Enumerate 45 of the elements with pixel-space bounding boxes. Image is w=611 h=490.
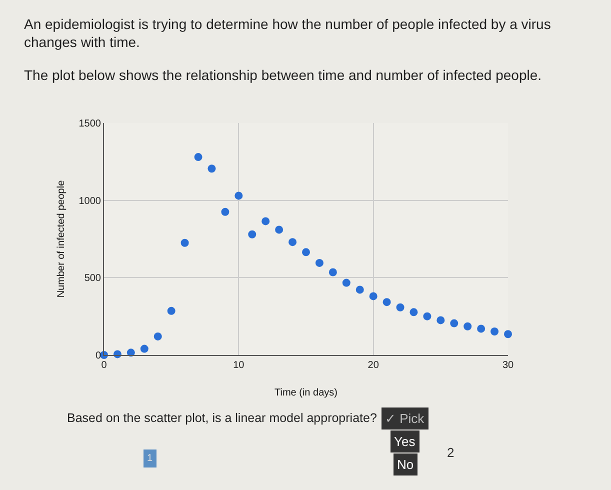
text: ✓ Pick bbox=[385, 411, 425, 426]
x-axis-title: Time (in days) bbox=[274, 388, 338, 398]
point bbox=[410, 308, 418, 316]
x-tick-label: 20 bbox=[368, 360, 380, 371]
y-tick-label: 1500 bbox=[78, 118, 102, 130]
point bbox=[208, 164, 216, 173]
point bbox=[342, 278, 350, 287]
y-tick-label: 0 bbox=[95, 350, 102, 362]
point bbox=[356, 286, 364, 294]
point bbox=[275, 226, 284, 234]
text: 1 bbox=[147, 453, 153, 464]
point bbox=[262, 217, 270, 226]
point bbox=[382, 298, 391, 306]
point bbox=[490, 327, 499, 336]
point bbox=[315, 258, 324, 267]
text: Yes bbox=[394, 434, 416, 449]
point bbox=[450, 319, 458, 328]
y-tick-label: 1000 bbox=[78, 196, 102, 207]
point bbox=[396, 303, 404, 312]
point bbox=[288, 238, 297, 246]
chart-title: An epidemiologist is trying to determine how the number of people infected by a virus changes with time. bbox=[24, 16, 551, 50]
point bbox=[154, 332, 162, 340]
point bbox=[436, 316, 445, 324]
point bbox=[477, 324, 486, 333]
point bbox=[234, 192, 243, 200]
y-tick-label: 500 bbox=[84, 273, 102, 284]
point bbox=[504, 330, 512, 338]
point bbox=[248, 230, 256, 238]
text: No bbox=[397, 457, 414, 472]
point bbox=[369, 292, 378, 300]
point bbox=[423, 312, 432, 320]
text: 2 bbox=[447, 445, 454, 460]
text: Based on the scatter plot, is a linear model appropriate? bbox=[67, 411, 377, 425]
y-axis-title: Number of infected people bbox=[56, 180, 67, 298]
point bbox=[180, 238, 189, 247]
point bbox=[328, 268, 337, 276]
x-tick-label: 30 bbox=[502, 360, 514, 371]
point bbox=[302, 248, 310, 256]
x-tick-label: 10 bbox=[233, 360, 245, 371]
point bbox=[464, 322, 472, 330]
point bbox=[221, 208, 230, 216]
point bbox=[194, 153, 202, 162]
point bbox=[140, 344, 148, 353]
chart-subtitle: The plot below shows the relationship between time and number of infected people. bbox=[24, 67, 542, 83]
point bbox=[167, 306, 176, 315]
